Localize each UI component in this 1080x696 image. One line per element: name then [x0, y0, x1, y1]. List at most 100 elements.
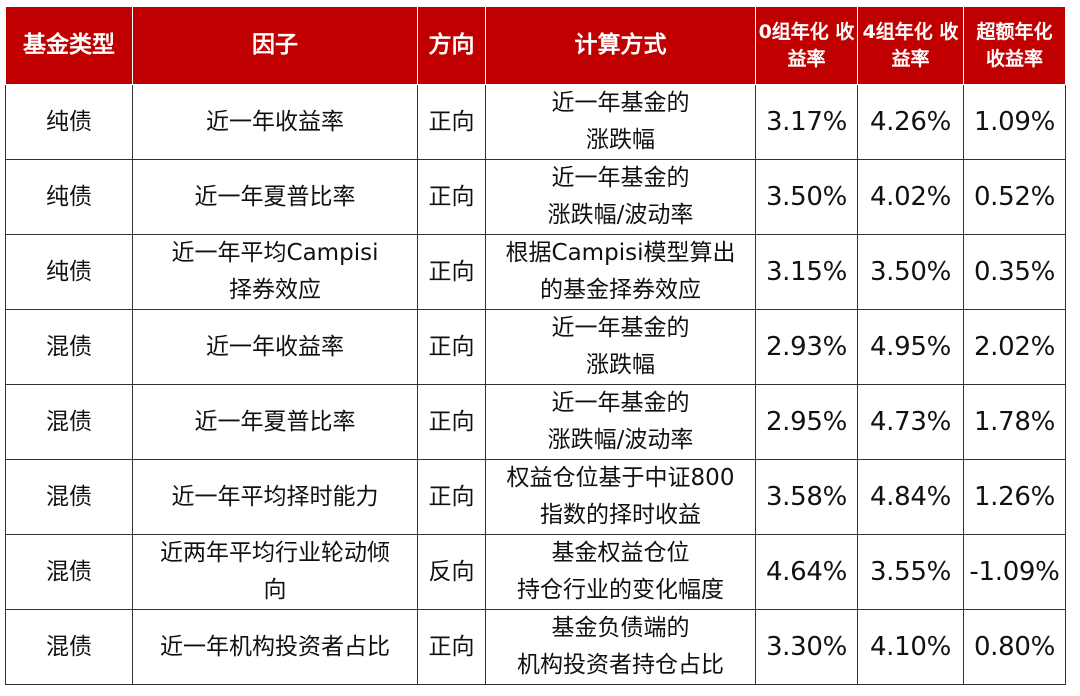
cell-group4-return: 4.84% — [857, 459, 964, 535]
table-row: 纯债 近一年夏普比率 正向 近一年基金的 涨跌幅/波动率 3.50% 4.02%… — [5, 159, 1066, 235]
cell-fund-type: 混债 — [5, 309, 133, 385]
cell-direction: 正向 — [417, 384, 486, 460]
cell-group0-return: 3.30% — [755, 609, 858, 685]
cell-fund-type: 混债 — [5, 459, 133, 535]
cell-method-line: 权益仓位基于中证800 — [506, 465, 735, 491]
header-group4-line1: 4组年化 — [862, 20, 933, 43]
cell-group4-return: 3.50% — [857, 234, 964, 310]
cell-method: 基金负债端的 机构投资者持仓占比 — [485, 609, 756, 685]
cell-group0-return: 3.17% — [755, 84, 858, 160]
cell-method-line: 涨跌幅/波动率 — [547, 427, 694, 453]
cell-method: 近一年基金的 涨跌幅/波动率 — [485, 384, 756, 460]
cell-excess-return: 1.78% — [963, 384, 1066, 460]
header-fund-type: 基金类型 — [5, 6, 133, 85]
header-method: 计算方式 — [485, 6, 756, 85]
header-group0-line2: 收益率 — [787, 20, 855, 70]
cell-factor: 近一年平均Campisi 择券效应 — [132, 234, 418, 310]
header-group0-return: 0组年化 收益率 — [755, 6, 858, 85]
factor-table-container: 基金类型 因子 方向 计算方式 0组年化 收益率 4组年化 收益率 超额年化 收… — [5, 6, 1066, 685]
cell-factor-line: 择券效应 — [229, 277, 321, 303]
cell-direction: 正向 — [417, 159, 486, 235]
cell-method: 根据Campisi模型算出 的基金择券效应 — [485, 234, 756, 310]
cell-factor: 近一年平均择时能力 — [132, 459, 418, 535]
cell-direction: 正向 — [417, 459, 486, 535]
cell-group0-return: 4.64% — [755, 534, 858, 610]
header-group4-return: 4组年化 收益率 — [857, 6, 964, 85]
cell-fund-type: 纯债 — [5, 84, 133, 160]
cell-group0-return: 3.58% — [755, 459, 858, 535]
cell-direction: 正向 — [417, 234, 486, 310]
cell-factor-line: 近一年平均Campisi — [171, 240, 379, 266]
header-direction: 方向 — [417, 6, 486, 85]
cell-method-line: 涨跌幅 — [586, 127, 655, 153]
cell-method: 近一年基金的 涨跌幅/波动率 — [485, 159, 756, 235]
header-excess-return: 超额年化 收益率 — [963, 6, 1066, 85]
cell-factor-line: 近一年机构投资者占比 — [160, 633, 390, 660]
cell-group4-return: 4.26% — [857, 84, 964, 160]
table-header-row: 基金类型 因子 方向 计算方式 0组年化 收益率 4组年化 收益率 超额年化 收… — [5, 6, 1066, 85]
cell-factor: 近一年夏普比率 — [132, 159, 418, 235]
cell-method: 近一年基金的 涨跌幅 — [485, 84, 756, 160]
cell-factor: 近一年收益率 — [132, 84, 418, 160]
cell-fund-type: 混债 — [5, 609, 133, 685]
cell-group0-return: 2.93% — [755, 309, 858, 385]
cell-method-line: 基金负债端的 — [551, 615, 690, 641]
factor-table: 基金类型 因子 方向 计算方式 0组年化 收益率 4组年化 收益率 超额年化 收… — [5, 6, 1066, 685]
cell-method-line: 近一年基金的 — [551, 90, 690, 116]
cell-method-line: 指数的择时收益 — [540, 502, 701, 528]
cell-factor-line: 近两年平均行业轮动倾 — [160, 540, 390, 566]
table-row: 混债 近两年平均行业轮动倾 向 反向 基金权益仓位 持仓行业的变化幅度 4.64… — [5, 534, 1066, 610]
cell-excess-return: -1.09% — [963, 534, 1066, 610]
cell-group4-return: 4.73% — [857, 384, 964, 460]
cell-method-line: 持仓行业的变化幅度 — [517, 577, 724, 603]
cell-method: 基金权益仓位 持仓行业的变化幅度 — [485, 534, 756, 610]
header-excess-line1: 超额年化 — [976, 20, 1053, 43]
table-row: 纯债 近一年平均Campisi 择券效应 正向 根据Campisi模型算出 的基… — [5, 234, 1066, 310]
cell-direction: 正向 — [417, 309, 486, 385]
cell-method-line: 近一年基金的 — [551, 390, 690, 416]
cell-group4-return: 4.10% — [857, 609, 964, 685]
cell-excess-return: 0.35% — [963, 234, 1066, 310]
cell-factor-line: 近一年收益率 — [206, 333, 344, 360]
cell-factor: 近一年夏普比率 — [132, 384, 418, 460]
cell-method-line: 根据Campisi模型算出 — [505, 240, 736, 266]
cell-fund-type: 混债 — [5, 384, 133, 460]
cell-method: 近一年基金的 涨跌幅 — [485, 309, 756, 385]
cell-factor-line: 近一年收益率 — [206, 108, 344, 135]
cell-method-line: 涨跌幅 — [586, 352, 655, 378]
cell-direction: 反向 — [417, 534, 486, 610]
table-row: 混债 近一年机构投资者占比 正向 基金负债端的 机构投资者持仓占比 3.30% … — [5, 609, 1066, 685]
header-excess-line2: 收益率 — [985, 47, 1043, 70]
cell-method-line: 机构投资者持仓占比 — [517, 652, 724, 678]
cell-fund-type: 纯债 — [5, 234, 133, 310]
cell-method-line: 的基金择券效应 — [540, 277, 701, 303]
cell-factor: 近一年机构投资者占比 — [132, 609, 418, 685]
table-row: 混债 近一年平均择时能力 正向 权益仓位基于中证800 指数的择时收益 3.58… — [5, 459, 1066, 535]
cell-method-line: 涨跌幅/波动率 — [547, 202, 694, 228]
cell-factor-line: 近一年夏普比率 — [194, 183, 356, 210]
cell-excess-return: 0.80% — [963, 609, 1066, 685]
cell-excess-return: 0.52% — [963, 159, 1066, 235]
header-group0-line1: 0组年化 — [758, 20, 829, 43]
cell-group4-return: 4.02% — [857, 159, 964, 235]
header-group4-line2: 收益率 — [891, 20, 959, 70]
cell-factor: 近两年平均行业轮动倾 向 — [132, 534, 418, 610]
cell-fund-type: 混债 — [5, 534, 133, 610]
cell-group0-return: 3.15% — [755, 234, 858, 310]
cell-factor-line: 向 — [263, 577, 287, 603]
cell-factor: 近一年收益率 — [132, 309, 418, 385]
cell-group0-return: 3.50% — [755, 159, 858, 235]
cell-method-line: 近一年基金的 — [551, 165, 690, 191]
cell-group0-return: 2.95% — [755, 384, 858, 460]
table-row: 纯债 近一年收益率 正向 近一年基金的 涨跌幅 3.17% 4.26% 1.09… — [5, 84, 1066, 160]
cell-group4-return: 4.95% — [857, 309, 964, 385]
cell-fund-type: 纯债 — [5, 159, 133, 235]
cell-direction: 正向 — [417, 84, 486, 160]
cell-method: 权益仓位基于中证800 指数的择时收益 — [485, 459, 756, 535]
table-row: 混债 近一年夏普比率 正向 近一年基金的 涨跌幅/波动率 2.95% 4.73%… — [5, 384, 1066, 460]
cell-excess-return: 1.09% — [963, 84, 1066, 160]
cell-factor-line: 近一年夏普比率 — [194, 408, 356, 435]
cell-factor-line: 近一年平均择时能力 — [171, 483, 379, 510]
table-row: 混债 近一年收益率 正向 近一年基金的 涨跌幅 2.93% 4.95% 2.02… — [5, 309, 1066, 385]
cell-direction: 正向 — [417, 609, 486, 685]
